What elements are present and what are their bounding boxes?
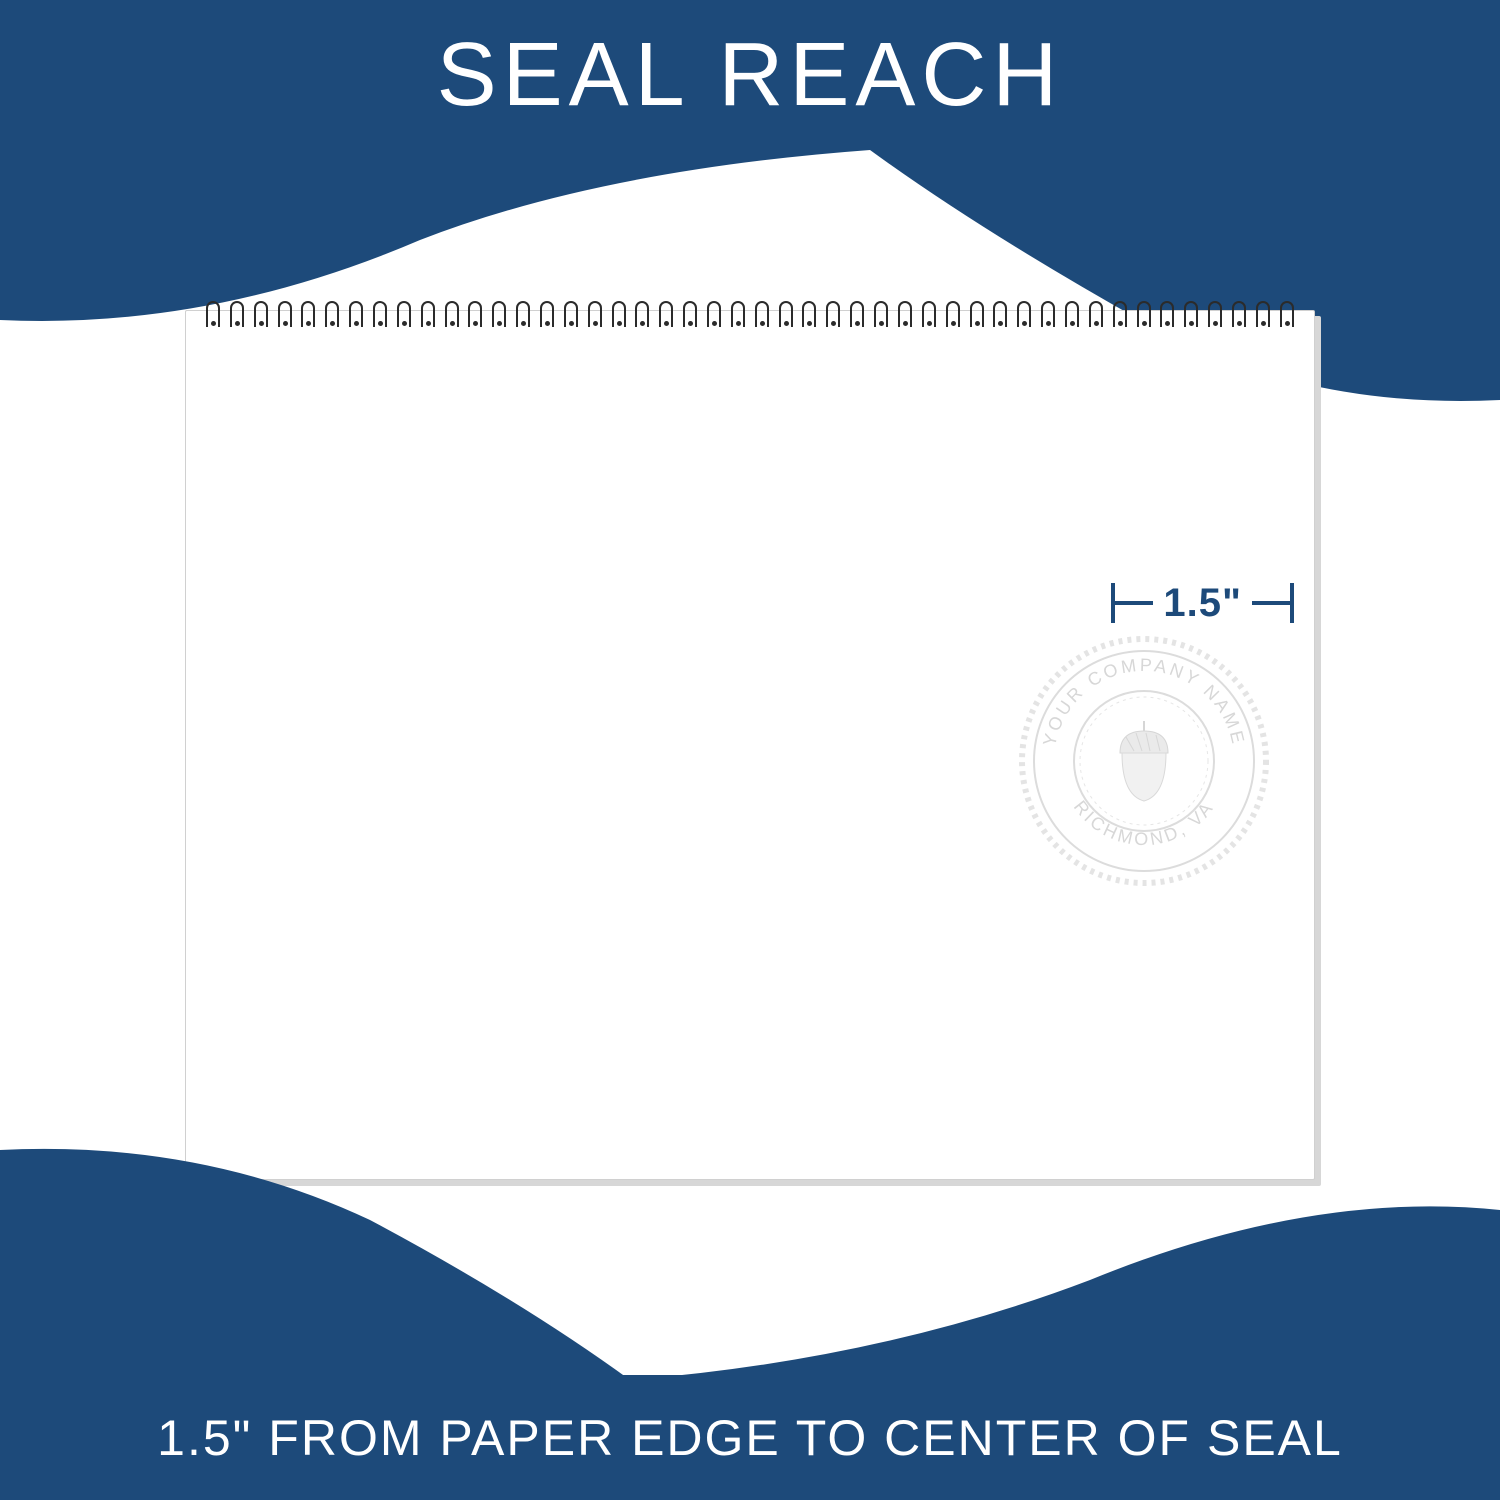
spiral-ring [826,301,840,327]
spiral-ring [230,301,244,327]
spiral-ring [588,301,602,327]
spiral-ring [659,301,673,327]
spiral-ring [898,301,912,327]
spiral-ring [325,301,339,327]
spiral-ring [1065,301,1079,327]
spiral-ring [373,301,387,327]
footer-band: 1.5" FROM PAPER EDGE TO CENTER OF SEAL [0,1375,1500,1500]
spiral-ring [946,301,960,327]
measurement-label: 1.5" [1163,581,1242,626]
spiral-ring [635,301,649,327]
spiral-ring [731,301,745,327]
spiral-ring [755,301,769,327]
spiral-ring [206,301,220,327]
swoosh-bottom-left [0,1150,630,1380]
spiral-ring [850,301,864,327]
spiral-ring [516,301,530,327]
spiral-ring [1089,301,1103,327]
spiral-ring [683,301,697,327]
embossed-seal: YOUR COMPANY NAME RICHMOND, VA [1014,631,1274,891]
spiral-ring [874,301,888,327]
notepad: 1.5" YOUR COMPANY NAME [185,310,1315,1180]
spiral-ring [1113,301,1127,327]
measurement-indicator: 1.5" [1103,583,1302,623]
spiral-ring [922,301,936,327]
bracket-right-icon [1252,578,1302,628]
spiral-ring [445,301,459,327]
spiral-ring [1256,301,1270,327]
spiral-ring [802,301,816,327]
spiral-ring [1280,301,1294,327]
footer-caption: 1.5" FROM PAPER EDGE TO CENTER OF SEAL [157,1409,1343,1467]
spiral-ring [564,301,578,327]
acorn-icon [1120,721,1168,801]
spiral-ring [970,301,984,327]
spiral-ring [993,301,1007,327]
spiral-ring [707,301,721,327]
spiral-ring [612,301,626,327]
spiral-ring [254,301,268,327]
spiral-ring [349,301,363,327]
spiral-ring [1160,301,1174,327]
spiral-ring [492,301,506,327]
spiral-ring [540,301,554,327]
header-band: SEAL REACH [0,0,1500,150]
notepad-paper: 1.5" YOUR COMPANY NAME [185,310,1315,1180]
spiral-ring [1041,301,1055,327]
spiral-ring [779,301,793,327]
spiral-ring [421,301,435,327]
spiral-ring [1208,301,1222,327]
spiral-ring [397,301,411,327]
seal-text-bottom: RICHMOND, VA [1070,797,1218,849]
spiral-ring [1017,301,1031,327]
spiral-ring [1137,301,1151,327]
spiral-ring [468,301,482,327]
spiral-ring [1232,301,1246,327]
bracket-left-icon [1103,578,1153,628]
spiral-ring [278,301,292,327]
spiral-ring [1184,301,1198,327]
page-title: SEAL REACH [437,24,1064,127]
swoosh-bottom-right [630,1150,1500,1380]
spiral-ring [301,301,315,327]
spiral-binding [206,301,1294,331]
